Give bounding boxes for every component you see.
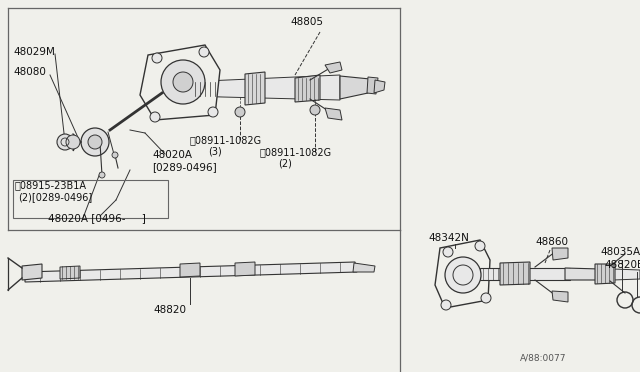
Text: 48342N: 48342N [428, 233, 469, 243]
Circle shape [161, 60, 205, 104]
Circle shape [443, 247, 453, 257]
Text: (2): (2) [278, 159, 292, 169]
Text: 48035A: 48035A [600, 247, 640, 257]
Circle shape [475, 241, 485, 251]
Polygon shape [552, 291, 568, 302]
Text: (2)[0289-0496]: (2)[0289-0496] [18, 192, 92, 202]
Polygon shape [340, 76, 370, 99]
Polygon shape [25, 262, 357, 282]
Polygon shape [295, 75, 320, 102]
Circle shape [441, 300, 451, 310]
Text: 48860: 48860 [535, 237, 568, 247]
Polygon shape [180, 263, 200, 277]
Circle shape [66, 135, 80, 149]
Polygon shape [613, 269, 640, 280]
Circle shape [150, 112, 160, 122]
Polygon shape [552, 248, 568, 260]
Polygon shape [235, 262, 255, 276]
Polygon shape [22, 264, 42, 280]
Text: 48029M: 48029M [13, 47, 55, 57]
Circle shape [235, 107, 245, 117]
Polygon shape [325, 62, 342, 73]
Text: 48020A: 48020A [152, 150, 192, 160]
Text: Ⓥ08915-23B1A: Ⓥ08915-23B1A [15, 180, 87, 190]
Circle shape [199, 47, 209, 57]
Polygon shape [353, 263, 375, 272]
Polygon shape [60, 266, 80, 279]
Circle shape [481, 293, 491, 303]
Circle shape [81, 128, 109, 156]
Bar [13, 180, 168, 218]
Text: Ⓝ08911-1082G: Ⓝ08911-1082G [190, 135, 262, 145]
Text: 48805: 48805 [290, 17, 323, 27]
Polygon shape [140, 45, 220, 120]
Polygon shape [367, 77, 378, 94]
Polygon shape [480, 268, 570, 280]
Circle shape [310, 105, 320, 115]
Text: Ⓝ08911-1082G: Ⓝ08911-1082G [260, 147, 332, 157]
Polygon shape [245, 72, 265, 105]
Polygon shape [325, 108, 342, 120]
Circle shape [112, 152, 118, 158]
Circle shape [99, 172, 105, 178]
Polygon shape [183, 75, 340, 100]
Text: 48820: 48820 [154, 305, 186, 315]
Polygon shape [374, 80, 385, 93]
Circle shape [57, 134, 73, 150]
Polygon shape [435, 240, 490, 308]
Circle shape [208, 107, 218, 117]
Text: 48020A [0496-     ]: 48020A [0496- ] [48, 213, 146, 223]
Circle shape [445, 257, 481, 293]
Text: A/88:0077: A/88:0077 [520, 353, 566, 362]
Text: [0289-0496]: [0289-0496] [152, 162, 217, 172]
Text: (3): (3) [208, 147, 221, 157]
Polygon shape [595, 264, 615, 284]
Circle shape [88, 135, 102, 149]
Circle shape [173, 72, 193, 92]
Circle shape [152, 53, 162, 63]
Text: 48080: 48080 [13, 67, 46, 77]
Polygon shape [500, 262, 530, 285]
Text: 48820E: 48820E [604, 260, 640, 270]
Polygon shape [565, 268, 600, 280]
